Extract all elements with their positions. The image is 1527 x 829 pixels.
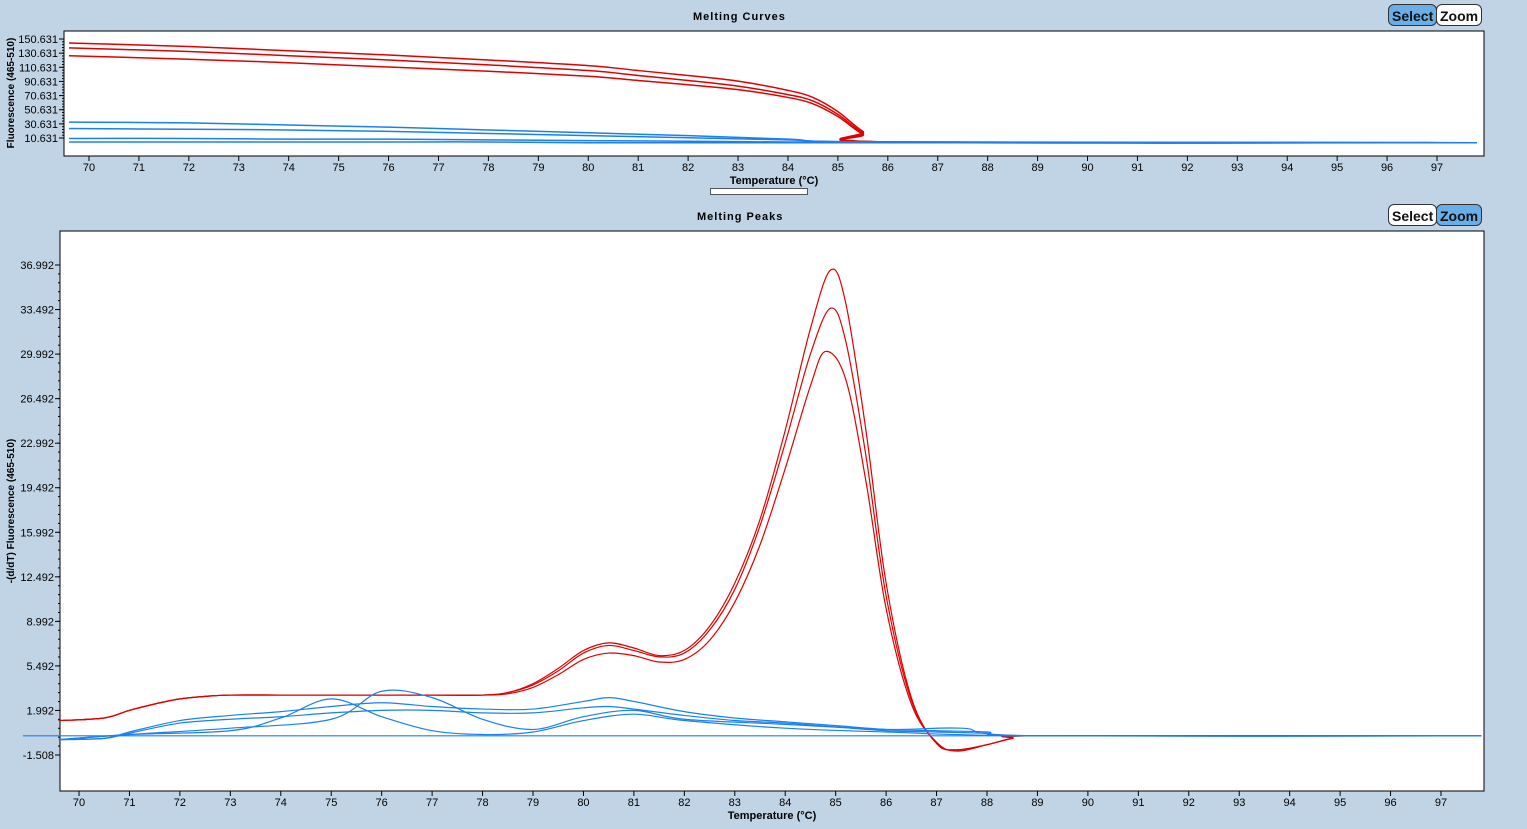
y-tick-label: 29.992: [20, 349, 54, 361]
y-tick-label: 15.992: [20, 527, 54, 539]
x-axis-label: Temperature (°C): [730, 175, 819, 187]
x-tick-label: 92: [1181, 162, 1193, 174]
x-tick-label: 87: [930, 797, 942, 809]
y-tick-label: 50.631: [24, 105, 58, 117]
x-tick-label: 71: [133, 162, 145, 174]
y-tick-label: 90.631: [24, 76, 58, 88]
y-axis-label: Fluorescence (465-510): [6, 38, 17, 149]
top-select-button[interactable]: Select: [1388, 4, 1438, 26]
y-tick-label: 110.631: [19, 62, 58, 74]
x-tick-label: 84: [782, 162, 794, 174]
x-tick-label: 80: [577, 797, 589, 809]
x-tick-label: 75: [333, 162, 345, 174]
y-tick-label: 1.992: [26, 705, 54, 717]
series-line-red-3: [58, 350, 1416, 752]
x-tick-label: 88: [981, 797, 993, 809]
x-tick-label: 85: [830, 797, 842, 809]
x-tick-label: 86: [880, 797, 892, 809]
y-tick-label: 33.492: [20, 305, 54, 317]
x-tick-label: 74: [275, 797, 287, 809]
x-tick-label: 85: [832, 162, 844, 174]
y-tick-label: 19.492: [20, 483, 54, 495]
y-tick-label: 70.631: [24, 91, 58, 103]
x-tick-label: 70: [83, 162, 95, 174]
y-tick-label: 130.631: [18, 48, 58, 60]
x-tick-label: 90: [1082, 797, 1094, 809]
x-tick-label: 73: [233, 162, 245, 174]
x-tick-label: 77: [426, 797, 438, 809]
x-tick-label: 91: [1132, 797, 1144, 809]
series-line-blue-3: [58, 689, 1482, 741]
x-tick-label: 95: [1334, 797, 1346, 809]
x-tick-label: 79: [527, 797, 539, 809]
panel-splitter-handle[interactable]: [710, 188, 808, 195]
x-tick-label: 86: [882, 162, 894, 174]
y-tick-label: 12.492: [20, 572, 54, 584]
x-tick-label: 74: [283, 162, 295, 174]
bottom-zoom-button[interactable]: Zoom: [1436, 204, 1483, 226]
y-tick-label: 22.992: [20, 438, 54, 450]
x-tick-label: 93: [1231, 162, 1243, 174]
series-line-blue-4: [58, 698, 1482, 741]
x-tick-label: 91: [1131, 162, 1143, 174]
y-tick-label: 150.631: [18, 34, 58, 46]
x-tick-label: 87: [932, 162, 944, 174]
x-tick-label: 88: [982, 162, 994, 174]
x-tick-label: 83: [729, 797, 741, 809]
x-tick-label: 84: [779, 797, 791, 809]
x-tick-label: 72: [183, 162, 195, 174]
y-tick-label: 30.631: [24, 119, 58, 131]
x-tick-label: 97: [1435, 797, 1447, 809]
x-tick-label: 96: [1381, 162, 1393, 174]
top-zoom-button[interactable]: Zoom: [1436, 4, 1483, 26]
y-tick-label: 5.492: [26, 661, 54, 673]
x-tick-label: 89: [1031, 162, 1043, 174]
x-tick-label: 76: [382, 162, 394, 174]
x-tick-label: 81: [628, 797, 640, 809]
x-tick-label: 71: [123, 797, 135, 809]
x-tick-label: 83: [732, 162, 744, 174]
x-tick-label: 70: [73, 797, 85, 809]
x-tick-label: 90: [1081, 162, 1093, 174]
x-tick-label: 72: [174, 797, 186, 809]
x-tick-label: 89: [1031, 797, 1043, 809]
y-tick-label: 10.631: [24, 133, 58, 145]
x-tick-label: 94: [1284, 797, 1296, 809]
y-tick-label: 26.492: [20, 394, 54, 406]
x-tick-label: 92: [1183, 797, 1195, 809]
x-tick-label: 95: [1331, 162, 1343, 174]
x-tick-label: 79: [532, 162, 544, 174]
x-tick-label: 80: [582, 162, 594, 174]
x-tick-label: 78: [482, 162, 494, 174]
x-tick-label: 96: [1384, 797, 1396, 809]
x-axis-label: Temperature (°C): [728, 810, 817, 822]
melting-curves-title: Melting Curves: [693, 11, 786, 23]
x-tick-label: 93: [1233, 797, 1245, 809]
x-tick-label: 82: [678, 797, 690, 809]
x-tick-label: 76: [376, 797, 388, 809]
x-tick-label: 97: [1431, 162, 1443, 174]
x-tick-label: 77: [432, 162, 444, 174]
x-tick-label: 73: [224, 797, 236, 809]
series-line-blue-1: [58, 697, 1482, 741]
y-tick-label: -1.508: [23, 750, 54, 762]
y-axis-label: -(d/dT) Fluorescence (465-510): [6, 439, 17, 583]
x-tick-label: 78: [476, 797, 488, 809]
melting-peaks-title: Melting Peaks: [697, 211, 784, 223]
x-tick-label: 82: [682, 162, 694, 174]
x-tick-label: 75: [325, 797, 337, 809]
x-tick-label: 94: [1281, 162, 1293, 174]
series-line-blue-4: [69, 141, 1477, 144]
y-tick-label: 36.992: [20, 260, 54, 272]
y-tick-label: 8.992: [26, 616, 54, 628]
x-tick-label: 81: [632, 162, 644, 174]
